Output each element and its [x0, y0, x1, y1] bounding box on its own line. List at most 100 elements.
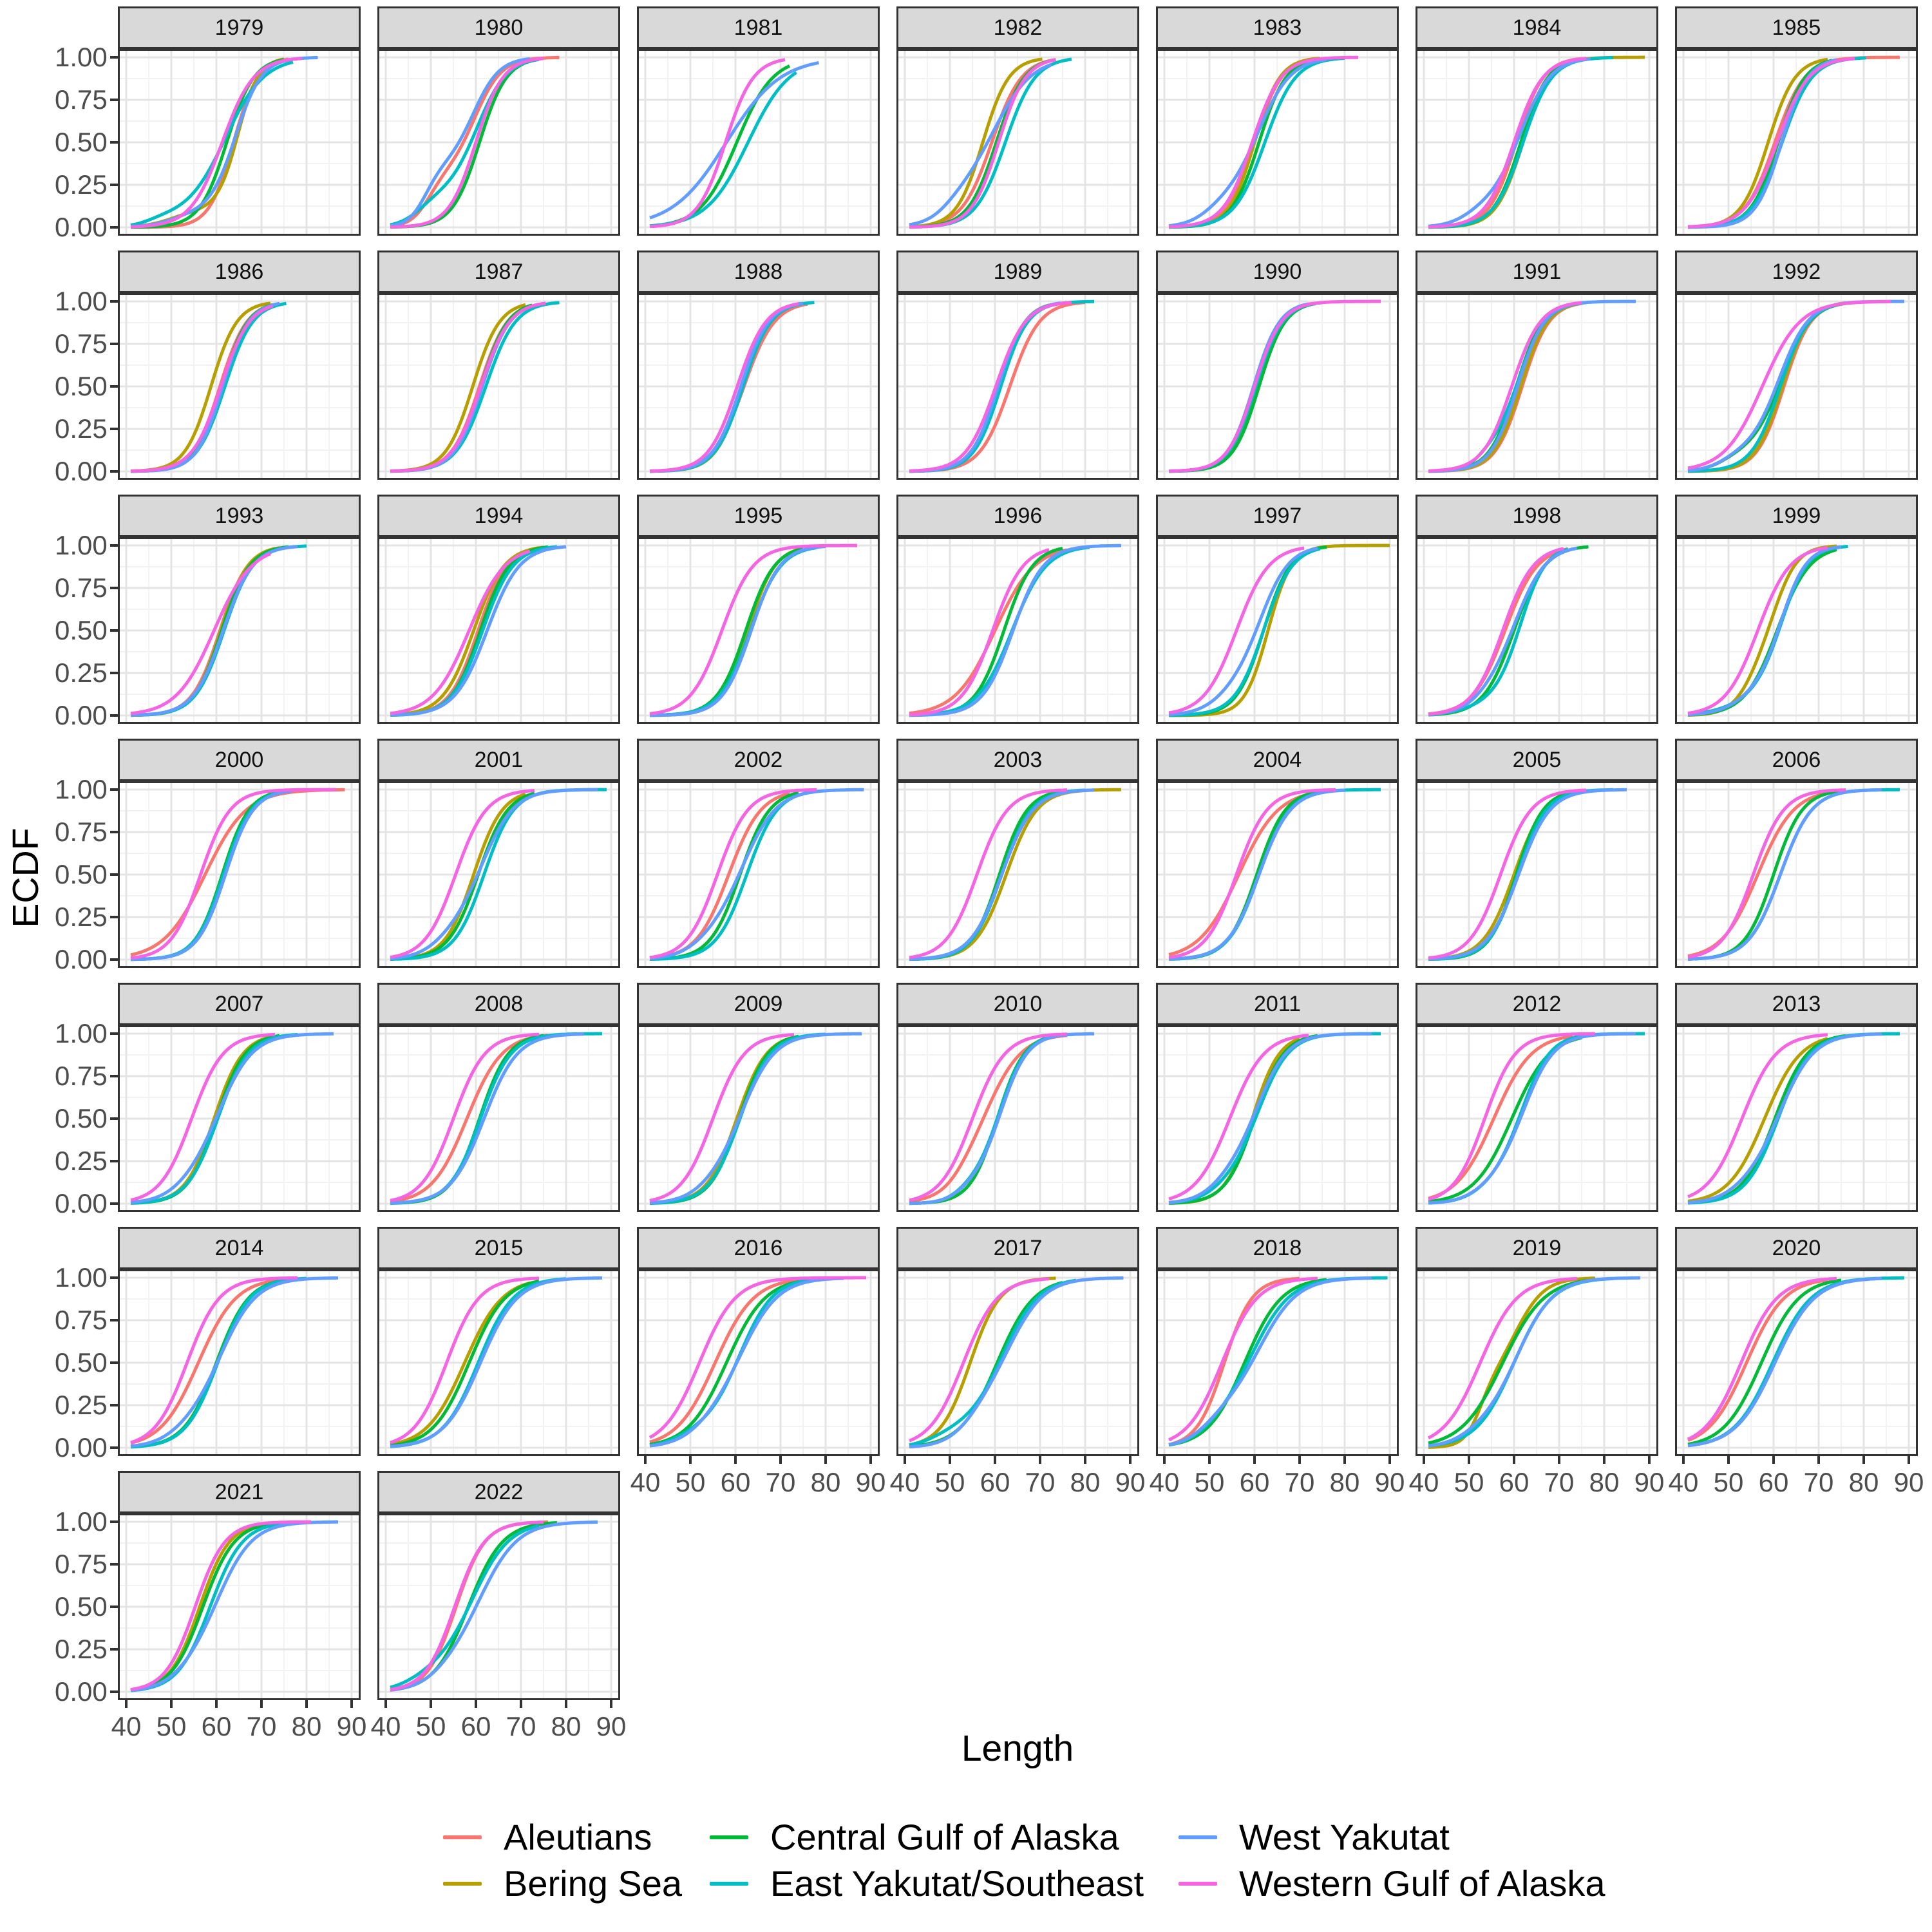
- ecdf-curve-1990-C: [1169, 302, 1316, 473]
- x-tick-mark: [1163, 1456, 1166, 1464]
- x-tick-mark: [1513, 1456, 1515, 1464]
- facet-plot-2008: [379, 1027, 618, 1210]
- y-tick-mark: [110, 1648, 118, 1651]
- x-tick-label: 40: [370, 1711, 401, 1741]
- y-tick-mark: [110, 141, 118, 144]
- y-tick-mark: [110, 672, 118, 674]
- facet-strip-2000: 2000: [118, 739, 361, 781]
- y-tick-label: 1.00: [55, 1506, 108, 1537]
- facet-strip-2008: 2008: [377, 983, 620, 1025]
- facet-strip-2003: 2003: [896, 739, 1139, 781]
- ecdf-curve-1986-G: [130, 304, 274, 473]
- facet-strip-1994: 1994: [377, 495, 620, 537]
- facet-panel-1982: [896, 49, 1139, 236]
- facet-plot-2010: [898, 1027, 1137, 1210]
- legend-label: Western Gulf of Alaska: [1239, 1863, 1605, 1904]
- ecdf-curve-1985-W: [1688, 58, 1837, 229]
- ecdf-curve-2022-G: [390, 1520, 544, 1692]
- legend-item-east-yakutat: East Yakutat/Southeast: [710, 1862, 1144, 1904]
- x-tick-label: 50: [675, 1467, 706, 1497]
- x-tick-mark: [520, 1700, 522, 1708]
- y-tick-mark: [110, 1117, 118, 1120]
- y-tick-label: 0.50: [55, 1103, 108, 1133]
- facet-plot-2007: [120, 1027, 359, 1210]
- y-tick-label: 0.25: [55, 1146, 108, 1176]
- x-tick-label: 80: [1589, 1467, 1620, 1497]
- ecdf-curve-2017-G: [909, 1277, 1050, 1443]
- ecdf-curve-2001-C: [390, 791, 535, 961]
- ecdf-curve-2013-G: [1687, 1033, 1828, 1198]
- legend-key-western-gulf-icon: [1179, 1881, 1217, 1886]
- facet-panel-2003: [896, 781, 1139, 968]
- y-tick-mark: [110, 958, 118, 961]
- y-tick-label: 0.00: [55, 944, 108, 974]
- x-tick-mark: [1817, 1456, 1820, 1464]
- y-tick-label: 0.50: [55, 127, 108, 157]
- x-tick-mark: [610, 1700, 612, 1708]
- facet-plot-2017: [898, 1271, 1137, 1454]
- y-tick-label: 0.00: [55, 1676, 108, 1707]
- ecdf-curve-2020-C: [1687, 1278, 1842, 1446]
- facet-panel-1992: [1675, 293, 1918, 480]
- x-tick-mark: [644, 1456, 647, 1464]
- ecdf-curve-2004-G: [1168, 788, 1336, 960]
- facet-strip-2009: 2009: [637, 983, 880, 1025]
- facet-strip-2010: 2010: [896, 983, 1139, 1025]
- facet-plot-2012: [1417, 1027, 1656, 1210]
- ecdf-curve-2011-G: [1168, 1034, 1309, 1201]
- y-tick-mark: [110, 1032, 118, 1035]
- facet-panel-2000: [118, 781, 361, 968]
- legend-label: Aleutians: [504, 1817, 652, 1857]
- ecdf-curve-2009-G: [649, 1033, 795, 1202]
- ecdf-curve-2001-G: [390, 789, 535, 959]
- facet-plot-2021: [120, 1515, 359, 1698]
- x-tick-mark: [1727, 1456, 1730, 1464]
- ecdf-curve-2004-W: [1168, 788, 1345, 961]
- y-tick-mark: [110, 1690, 118, 1693]
- facet-panel-1998: [1416, 537, 1658, 724]
- ecdf-curve-2021-G: [130, 1520, 311, 1692]
- ecdf-curve-1995-G: [649, 544, 857, 715]
- y-tick-label: 1.00: [55, 42, 108, 72]
- ecdf-curve-1987-G: [390, 301, 546, 473]
- ecdf-curve-1999-C: [1687, 548, 1837, 717]
- x-tick-label: 40: [1149, 1467, 1180, 1497]
- x-tick-label: 80: [1070, 1467, 1101, 1497]
- legend-key-central-gulf-icon: [710, 1835, 748, 1839]
- legend-item-west-yakutat: West Yakutat: [1179, 1816, 1450, 1858]
- y-tick-label: 0.00: [55, 212, 108, 242]
- x-tick-label: 50: [1454, 1467, 1484, 1497]
- ecdf-curve-1998-G: [1428, 547, 1564, 716]
- facet-panel-2021: [118, 1513, 361, 1700]
- ecdf-curve-2001-W: [390, 788, 598, 960]
- facet-panel-2006: [1675, 781, 1918, 968]
- ecdf-curve-1987-W: [390, 303, 540, 473]
- facet-plot-1980: [379, 51, 618, 234]
- facet-panel-1991: [1416, 293, 1658, 480]
- facet-strip-1998: 1998: [1416, 495, 1658, 537]
- y-tick-label: 0.75: [55, 1061, 108, 1091]
- y-tick-label: 1.00: [55, 286, 108, 316]
- facet-plot-1984: [1417, 51, 1656, 234]
- y-tick-label: 0.25: [55, 902, 108, 932]
- ecdf-curve-1981-W: [649, 61, 819, 220]
- x-tick-label: 70: [1025, 1467, 1056, 1497]
- x-tick-mark: [1039, 1456, 1041, 1464]
- y-tick-label: 0.25: [55, 658, 108, 688]
- x-tick-mark: [949, 1456, 951, 1464]
- facet-plot-1998: [1417, 539, 1656, 722]
- ecdf-curve-1991-B: [1428, 302, 1578, 473]
- facet-plot-2011: [1158, 1027, 1397, 1210]
- ecdf-curve-1983-E: [1168, 56, 1345, 229]
- ecdf-curve-1992-G: [1687, 299, 1891, 470]
- ecdf-curve-1984-G: [1428, 57, 1587, 229]
- y-tick-label: 0.00: [55, 1188, 108, 1218]
- facet-plot-1990: [1158, 295, 1397, 478]
- x-tick-mark: [384, 1700, 387, 1708]
- x-tick-mark: [1253, 1456, 1256, 1464]
- y-tick-label: 0.50: [55, 859, 108, 889]
- x-tick-mark: [475, 1700, 477, 1708]
- ecdf-curve-2019-C: [1428, 1279, 1587, 1445]
- ecdf-curve-2009-W: [649, 1032, 862, 1205]
